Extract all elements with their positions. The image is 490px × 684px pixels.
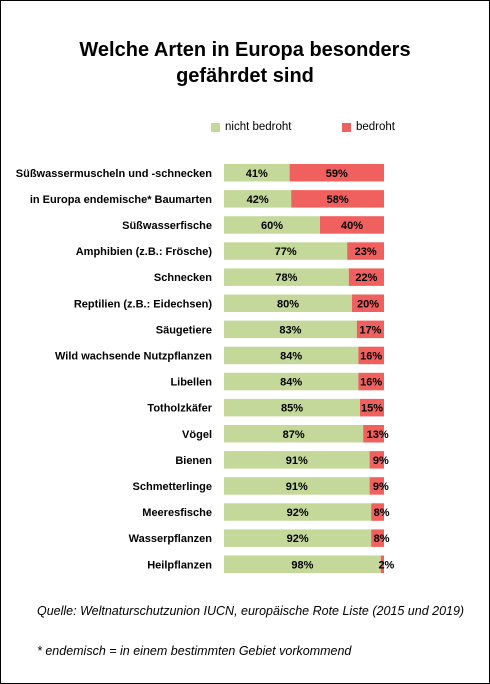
bar-bedroht [363, 425, 384, 443]
category-label: in Europa endemische* Baumarten [30, 194, 212, 206]
category-label: Totholzkäfer [147, 403, 212, 415]
bar-bedroht [358, 346, 384, 365]
bar-nicht-bedroht [224, 372, 359, 391]
bar-bedroht [348, 268, 384, 286]
data-label-bedroht: 15% [361, 403, 383, 415]
chart-title-line-1: Welche Arten in Europa besonders [79, 39, 411, 61]
data-label-nicht-bedroht: 98% [291, 559, 313, 571]
data-label-nicht-bedroht: 78% [275, 272, 297, 284]
data-label-bedroht: 2% [378, 559, 394, 571]
category-label: Süßwassermuscheln und -schnecken [16, 168, 213, 180]
data-label-nicht-bedroht: 92% [287, 507, 309, 519]
category-label: Säugetiere [156, 324, 212, 336]
bar-bedroht [352, 294, 384, 312]
data-label-nicht-bedroht: 87% [283, 429, 305, 441]
category-label: Vögel [182, 429, 212, 441]
category-label: Süßwasserfische [122, 220, 212, 232]
data-label-bedroht: 8% [374, 507, 390, 519]
legend-label-not-threatened: nicht bedroht [225, 121, 292, 133]
bar-nicht-bedroht [224, 268, 349, 286]
category-label: Schmetterlinge [133, 481, 212, 493]
category-label: Libellen [170, 377, 212, 389]
data-label-nicht-bedroht: 92% [287, 533, 309, 545]
data-label-nicht-bedroht: 84% [280, 350, 302, 362]
chart-title: Welche Arten in Europa besonders gefährd… [1, 37, 489, 89]
bar-nicht-bedroht [224, 294, 352, 312]
data-label-nicht-bedroht: 77% [275, 246, 297, 258]
bar-bedroht [360, 398, 384, 417]
data-label-bedroht: 16% [360, 377, 382, 389]
bar-bedroht [291, 190, 384, 208]
bar-bedroht [371, 503, 384, 521]
category-label: Heilpflanzen [147, 559, 212, 571]
bar-bedroht [289, 164, 384, 182]
bar-nicht-bedroht [224, 346, 359, 365]
bar-nicht-bedroht [224, 503, 372, 521]
bar-nicht-bedroht [224, 555, 381, 573]
bar-bedroht [371, 529, 384, 547]
data-label-bedroht: 23% [355, 246, 377, 258]
data-label-bedroht: 16% [360, 350, 382, 362]
category-label: Meeresfische [142, 507, 212, 519]
data-label-nicht-bedroht: 84% [280, 377, 302, 389]
bar-nicht-bedroht [224, 398, 360, 417]
chart-title-line-2: gefährdet sind [176, 65, 314, 87]
bar-nicht-bedroht [224, 477, 370, 495]
data-label-nicht-bedroht: 83% [279, 324, 301, 336]
bar-nicht-bedroht [224, 242, 348, 260]
footnote: * endemisch = in einem bestimmten Gebiet… [37, 644, 352, 658]
data-label-nicht-bedroht: 60% [261, 220, 283, 232]
bar-bedroht [320, 216, 384, 234]
data-label-bedroht: 58% [327, 194, 349, 206]
source-note: Quelle: Weltnaturschutzunion IUCN, europ… [37, 604, 465, 618]
bar-bedroht [369, 451, 384, 469]
category-label: Wild wachsende Nutzpflanzen [55, 350, 212, 362]
data-label-bedroht: 40% [341, 220, 363, 232]
legend-swatch-not-threatened [211, 122, 220, 132]
data-label-nicht-bedroht: 41% [246, 168, 268, 180]
bar-nicht-bedroht [224, 320, 357, 339]
category-label: Bienen [175, 455, 212, 467]
legend-swatch-threatened [342, 122, 351, 132]
category-label: Wasserpflanzen [129, 533, 213, 545]
data-label-bedroht: 17% [359, 324, 381, 336]
bar-nicht-bedroht [224, 425, 364, 443]
bar-bedroht [358, 372, 384, 391]
bar-nicht-bedroht [224, 529, 372, 547]
bar-nicht-bedroht [224, 216, 320, 234]
data-label-nicht-bedroht: 91% [286, 481, 308, 493]
bar-nicht-bedroht [224, 451, 370, 469]
bar-bedroht [356, 320, 384, 339]
data-label-bedroht: 22% [355, 272, 377, 284]
category-label: Reptilien (z.B.: Eidechsen) [74, 298, 212, 310]
legend-item-threatened: bedroht [342, 121, 395, 133]
bar-nicht-bedroht [224, 190, 292, 208]
data-label-bedroht: 13% [367, 429, 389, 441]
category-label: Schnecken [154, 272, 212, 284]
bar-bedroht [347, 242, 384, 260]
category-label: Amphibien (z.B.: Frösche) [76, 246, 213, 258]
data-label-nicht-bedroht: 85% [281, 403, 303, 415]
bar-nicht-bedroht [224, 164, 290, 182]
data-label-nicht-bedroht: 42% [247, 194, 269, 206]
legend-item-not-threatened: nicht bedroht [211, 121, 292, 133]
data-label-bedroht: 9% [373, 481, 389, 493]
data-label-bedroht: 8% [374, 533, 390, 545]
data-label-nicht-bedroht: 80% [277, 298, 299, 310]
bar-bedroht [369, 477, 384, 495]
data-label-nicht-bedroht: 91% [286, 455, 308, 467]
data-label-bedroht: 9% [373, 455, 389, 467]
bar-bedroht [380, 555, 384, 573]
data-label-bedroht: 59% [326, 168, 348, 180]
data-label-bedroht: 20% [357, 298, 379, 310]
legend-label-threatened: bedroht [356, 121, 396, 133]
